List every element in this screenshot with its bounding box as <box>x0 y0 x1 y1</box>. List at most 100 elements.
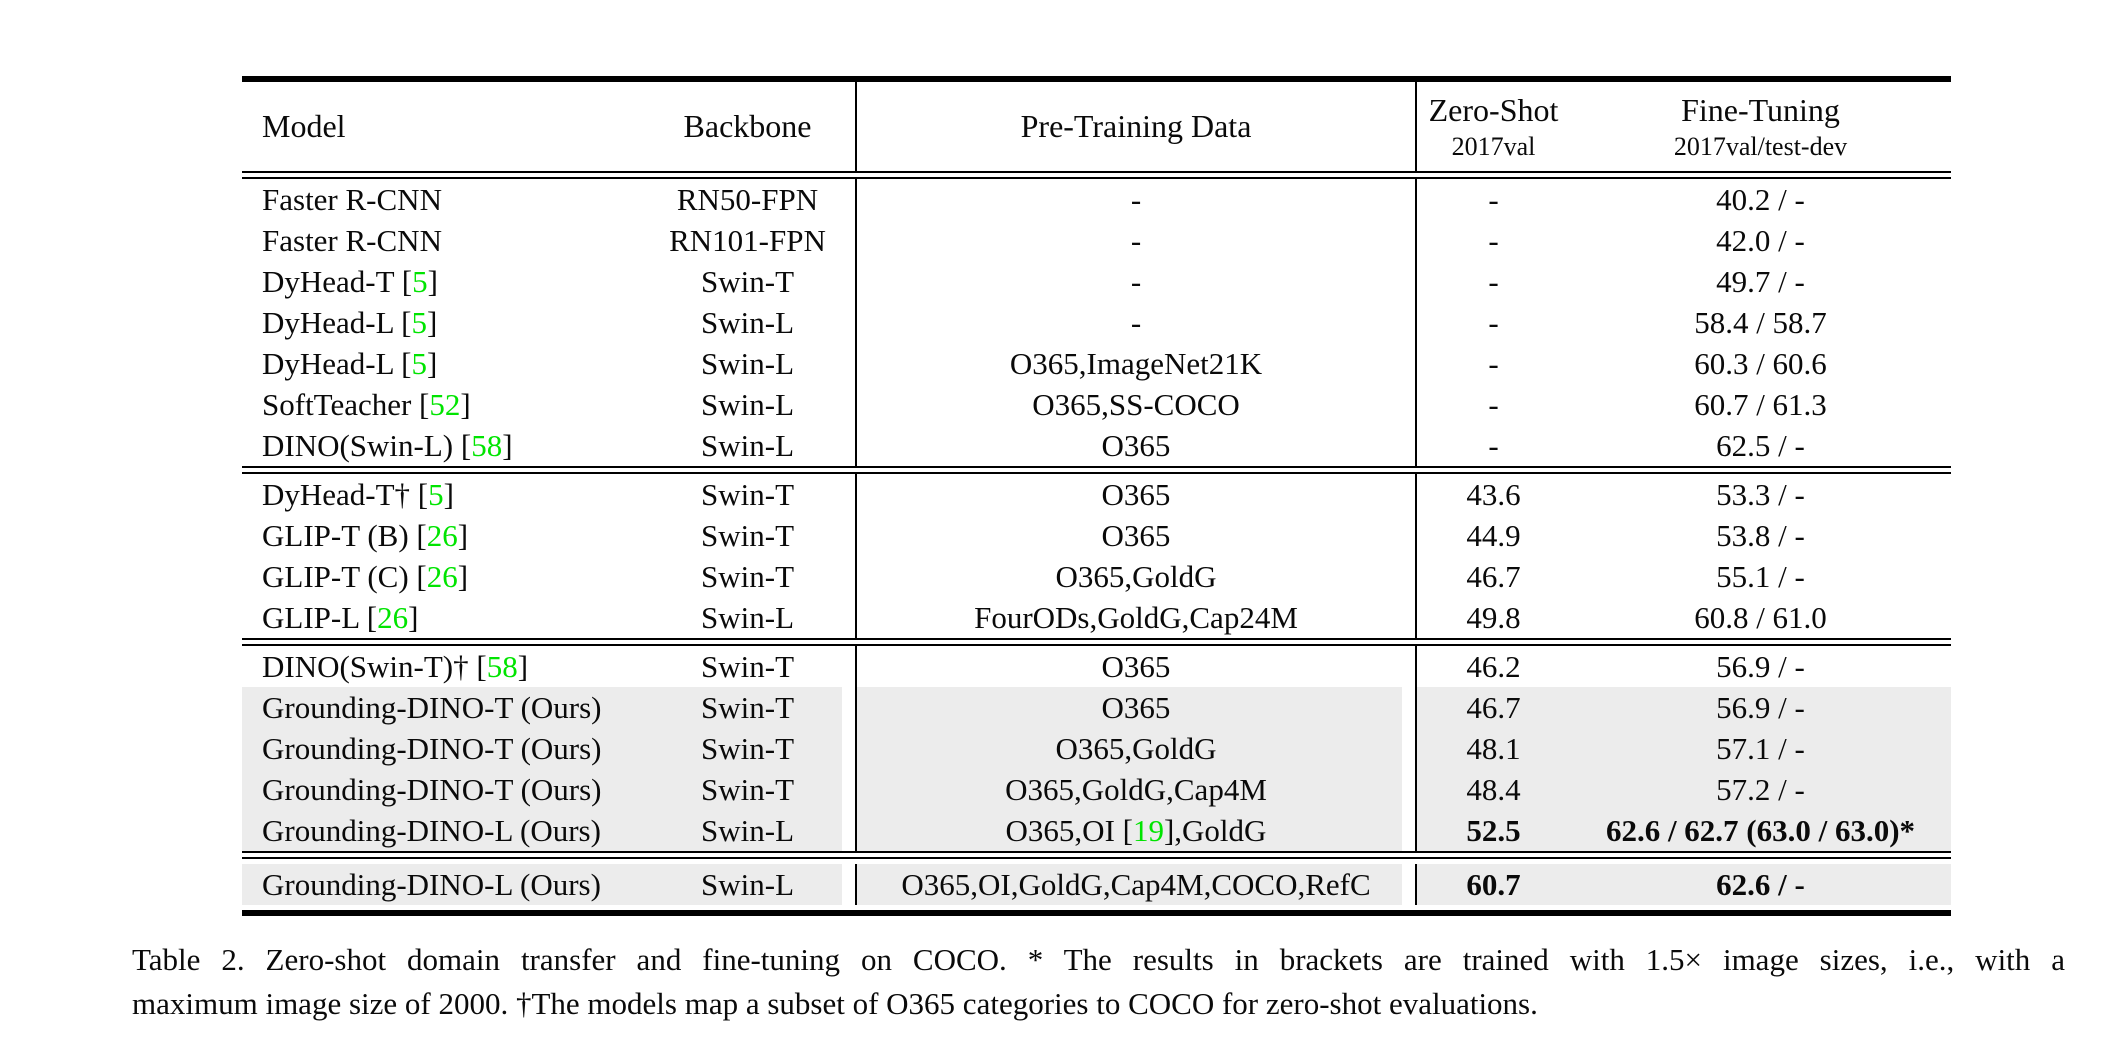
pretrain-cell: O365,GoldG <box>855 728 1415 769</box>
table-row: Grounding-DINO-T (Ours) Swin-T O365 46.7 56.… <box>242 687 1951 728</box>
citation-ref: 26 <box>426 558 458 594</box>
header-zero-shot-subtitle: 2017val <box>1451 131 1536 161</box>
finetuning-cell: 53.3 / - <box>1716 476 1805 512</box>
zeroshot-cell: 43.6 <box>1415 474 1570 515</box>
citation-ref: 26 <box>377 599 409 635</box>
backbone-cell: Swin-T <box>640 728 855 769</box>
zeroshot-cell: - <box>1415 384 1570 425</box>
zeroshot-cell: 48.1 <box>1415 728 1570 769</box>
pretrain-cell: O365 <box>855 515 1415 556</box>
header-fine-tuning-title: Fine-Tuning <box>1681 91 1840 128</box>
table-section: Faster R-CNN RN50-FPN - -40.2 / - Faster R-C… <box>242 179 1951 466</box>
header-pretrain-label: Pre-Training Data <box>1020 108 1252 144</box>
backbone-cell: Swin-T <box>640 687 855 728</box>
finetuning-cell: 60.8 / 61.0 <box>1694 599 1827 635</box>
pretrain-cell: O365 <box>855 425 1415 466</box>
zeroshot-cell: - <box>1415 302 1570 343</box>
paper-table: Model Backbone Pre-Training Data Zero-Sh… <box>242 76 1951 916</box>
model-cell: Grounding-DINO-T (Ours) <box>242 769 640 810</box>
backbone-cell: Swin-T <box>701 558 794 594</box>
zeroshot-cell: 46.2 <box>1415 646 1570 687</box>
section-divider-rule <box>242 466 1951 474</box>
zeroshot-cell: 48.4 <box>1415 769 1570 810</box>
model-cell: GLIP-L [26] <box>262 599 419 635</box>
header-pretrain: Pre-Training Data <box>855 82 1415 171</box>
pretrain-cell: - <box>855 220 1415 261</box>
model-cell: Faster R-CNN <box>262 222 442 258</box>
pretrain-cell: O365,OI,GoldG,Cap4M,COCO,RefC <box>855 864 1415 905</box>
zeroshot-cell: - <box>1415 343 1570 384</box>
model-cell: GLIP-T (B) [26] <box>262 517 469 553</box>
finetuning-cell: 62.6 / 62.7 (63.0 / 63.0)* <box>1570 810 1951 851</box>
pretrain-cell: O365 <box>855 474 1415 515</box>
table-row: Grounding-DINO-T (Ours) Swin-T O365,GoldG 4… <box>242 728 1951 769</box>
zeroshot-cell: 49.8 <box>1415 597 1570 638</box>
pretrain-cell: O365,SS-COCO <box>855 384 1415 425</box>
table-row: GLIP-L [26] Swin-L FourODs,GoldG,Cap24M 49.… <box>242 597 1951 638</box>
citation-ref: 26 <box>426 517 458 553</box>
model-cell: DyHead-T† [5] <box>262 476 454 512</box>
zeroshot-cell: 60.7 <box>1415 864 1570 905</box>
table-header-row: Model Backbone Pre-Training Data Zero-Sh… <box>242 82 1951 171</box>
finetuning-cell: 40.2 / - <box>1716 181 1805 217</box>
header-zero-shot-title: Zero-Shot <box>1428 91 1559 128</box>
header-backbone-label: Backbone <box>683 108 812 144</box>
model-cell: Grounding-DINO-T (Ours) <box>242 728 640 769</box>
table-row: DINO(Swin-L) [58] Swin-L O365- 62.5 / - <box>242 425 1951 466</box>
table-body: Faster R-CNN RN50-FPN - -40.2 / - Faster R-C… <box>242 179 1951 905</box>
backbone-cell: Swin-T <box>701 263 794 299</box>
finetuning-cell: 55.1 / - <box>1716 558 1805 594</box>
header-zero-shot: Zero-Shot 2017val <box>1415 82 1570 171</box>
pretrain-cell: O365,ImageNet21K <box>855 343 1415 384</box>
citation-ref: 58 <box>486 648 518 684</box>
finetuning-cell: 62.5 / - <box>1716 427 1805 463</box>
pretrain-cell: - <box>855 302 1415 343</box>
pretrain-cell: O365 <box>855 687 1415 728</box>
backbone-cell: Swin-T <box>701 648 794 684</box>
table-row: Faster R-CNN RN101-FPN - -42.0 / - <box>242 220 1951 261</box>
backbone-cell: Swin-L <box>701 427 794 463</box>
backbone-cell: Swin-L <box>701 304 794 340</box>
citation-ref: 52 <box>429 386 461 422</box>
citation-ref: 19 <box>1132 812 1164 848</box>
backbone-cell: Swin-L <box>701 386 794 422</box>
backbone-cell: RN50-FPN <box>676 181 819 217</box>
model-cell: DINO(Swin-T)† [58] <box>262 648 529 684</box>
model-cell: DyHead-L [5] <box>262 304 438 340</box>
model-cell: Grounding-DINO-T (Ours) <box>242 687 640 728</box>
pretrain-cell: - <box>855 261 1415 302</box>
header-fine-tuning-subtitle: 2017val/test-dev <box>1673 131 1848 161</box>
table-top-rule <box>242 76 1951 82</box>
header-backbone: Backbone <box>640 82 855 171</box>
backbone-cell: Swin-T <box>701 517 794 553</box>
table-row: Grounding-DINO-L (Ours) Swin-L O365,OI,Gol… <box>242 864 1951 905</box>
caption-line-2: maximum image size of 2000. †The models … <box>132 986 1538 1021</box>
table-section: DyHead-T† [5] Swin-T O365 43.6 53.3 / - GLIP-… <box>242 474 1951 638</box>
finetuning-cell: 56.9 / - <box>1716 648 1805 684</box>
table-row: Grounding-DINO-L (Ours) Swin-L O365,OI [19… <box>242 810 1951 851</box>
table-row: SoftTeacher [52] Swin-L O365,SS-COCO - 60.7 … <box>242 384 1951 425</box>
zeroshot-cell: 52.5 <box>1415 810 1570 851</box>
finetuning-cell: 58.4 / 58.7 <box>1694 304 1827 340</box>
backbone-cell: Swin-L <box>701 599 794 635</box>
table-row: GLIP-T (B) [26] Swin-T O365 44.9 53.8 / - <box>242 515 1951 556</box>
model-cell: DyHead-L [5] <box>262 345 438 381</box>
finetuning-cell: 62.6 / - <box>1570 864 1951 905</box>
backbone-cell: Swin-T <box>640 769 855 810</box>
citation-ref: 58 <box>471 427 503 463</box>
pretrain-cell: O365,GoldG <box>855 556 1415 597</box>
header-bottom-rule <box>242 171 1951 179</box>
model-cell: Faster R-CNN <box>262 181 442 217</box>
zeroshot-cell: - <box>1415 220 1570 261</box>
table-row: DyHead-L [5] Swin-L - - 58.4 / 58.7 <box>242 302 1951 343</box>
table-row: GLIP-T (C) [26] Swin-T O365,GoldG 46.7 55.1 … <box>242 556 1951 597</box>
finetuning-cell: 60.3 / 60.6 <box>1694 345 1827 381</box>
table-row: Faster R-CNN RN50-FPN - -40.2 / - <box>242 179 1951 220</box>
model-cell: DINO(Swin-L) [58] <box>262 427 513 463</box>
section-divider-rule <box>242 638 1951 646</box>
pretrain-cell: O365,GoldG,Cap4M <box>855 769 1415 810</box>
zeroshot-cell: 46.7 <box>1415 556 1570 597</box>
backbone-cell: Swin-L <box>640 810 855 851</box>
finetuning-cell: 57.2 / - <box>1570 769 1951 810</box>
table-row: DyHead-T† [5] Swin-T O365 43.6 53.3 / - <box>242 474 1951 515</box>
